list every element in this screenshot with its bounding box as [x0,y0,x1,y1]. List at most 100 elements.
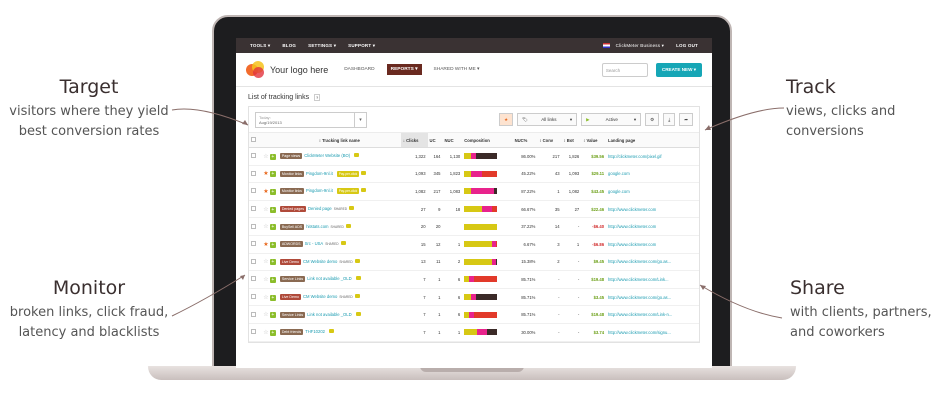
row-checkbox[interactable] [251,329,256,335]
comment-icon[interactable] [361,188,367,193]
link-name[interactable]: hitstats.com [306,223,329,229]
row-check-cell[interactable] [249,305,262,324]
tab-dashboard[interactable]: DASHBOARD [344,67,375,72]
col-name[interactable]: ↕ Tracking link name [277,133,401,148]
group-tag[interactable]: Monitor links [279,170,304,177]
landing-page-link[interactable]: http://www.clickmeter.com/signu... [606,323,699,342]
table-row[interactable]: ★ + Monitor links Pingdom-9nl.it Pay-per-cl… [249,182,699,201]
link-name[interactable]: Pingdom-9nl.it [305,188,333,194]
col-landing[interactable]: Landing page [606,133,699,148]
plus-icon[interactable]: + [269,171,276,178]
table-row[interactable]: ☆ + Page views ClickMeter Website (BO) 1,32… [249,147,699,166]
row-fav-cell[interactable]: ☆ + [261,270,278,289]
landing-page-link[interactable]: google.com [606,165,699,184]
col-value[interactable]: ↕ Value [581,133,607,148]
row-checkbox[interactable] [251,206,256,212]
landing-page-link[interactable]: google.com [606,182,699,201]
row-check-cell[interactable] [249,235,262,254]
link-name[interactable]: Pingdom-9nl.it [305,170,333,176]
row-check-cell[interactable] [249,288,262,307]
star-icon[interactable]: ☆ [263,259,269,266]
account-menu[interactable]: ClickMeter Business ▾ [615,42,665,48]
row-check-cell[interactable] [249,200,262,219]
group-tag[interactable]: Debt friends [279,329,304,336]
group-tag[interactable]: Service Links [279,311,306,318]
table-row[interactable]: ★ + Monitor links Pingdom-9nl.it Pay-per-cl… [249,165,699,184]
table-row[interactable]: ☆ + Debt friends THF10202 7 1 1 30.00% - - $3.74 h… [249,323,699,342]
comment-icon[interactable] [361,170,367,175]
row-fav-cell[interactable]: ☆ + [261,323,278,342]
star-icon[interactable]: ☆ [263,312,269,319]
tab-shared-with-me[interactable]: SHARED WITH ME ▾ [433,67,480,72]
link-name[interactable]: Link not available _OLD [307,276,352,282]
row-checkbox[interactable] [251,294,256,300]
favorites-filter-button[interactable]: ★ [499,113,514,126]
star-icon[interactable]: ☆ [263,153,269,160]
comment-icon[interactable] [354,153,360,158]
col-bot[interactable]: ↕ Bot [561,133,582,148]
nav-settings[interactable]: SETTINGS ▾ [308,42,337,48]
plus-icon[interactable]: + [269,206,276,213]
plus-icon[interactable]: + [269,188,276,195]
col-check[interactable] [249,133,262,148]
landing-page-link[interactable]: http://www.clickmeter.com/Link-n... [606,305,699,324]
plus-icon[interactable]: + [269,276,276,283]
landing-page-link[interactable]: http://www.clickmeter.com/go.as... [606,253,699,272]
comment-icon[interactable] [355,311,361,316]
nav-support[interactable]: SUPPORT ▾ [348,42,376,48]
create-new-button[interactable]: CREATE NEW ▾ [655,62,702,77]
row-checkbox[interactable] [251,241,256,247]
group-tag[interactable]: Live Demo [279,258,301,265]
landing-page-link[interactable]: http://www.clickmeter.com [606,235,699,254]
row-fav-cell[interactable]: ☆ + [261,200,278,219]
filter-links-select[interactable]: 🏷 All links ▾ [517,113,578,126]
row-check-cell[interactable] [249,217,262,236]
table-row[interactable]: ★ + ADWORDS Src - USA SHARED 15 12 1 6.67% 3 1 -$6… [249,235,699,254]
row-checkbox[interactable] [251,258,256,264]
comment-icon[interactable] [340,241,346,246]
star-icon[interactable]: ★ [263,241,269,248]
col-nuc-pct[interactable]: NUC% [512,133,538,148]
row-check-cell[interactable] [249,270,262,289]
plus-icon[interactable]: + [269,312,276,319]
row-fav-cell[interactable]: ★ + [261,182,278,201]
group-tag[interactable]: Monitor links [279,188,304,195]
date-picker[interactable]: Today: Aug/19/2013 ▾ [255,111,367,128]
row-checkbox[interactable] [251,276,256,282]
plus-icon[interactable]: + [269,294,276,301]
star-icon[interactable]: ☆ [263,206,269,213]
landing-page-link[interactable]: http://www.clickmeter.com [606,217,699,236]
link-name[interactable]: THF10202 [305,329,325,335]
comment-icon[interactable] [345,223,351,228]
nav-blog[interactable]: BLOG [282,43,297,48]
group-tag[interactable]: BuySell ADS [279,223,305,230]
filter-status-select[interactable]: ▶ Active ▾ [581,113,642,126]
col-conv[interactable]: ↕ Conv [537,133,562,148]
download-button[interactable]: ⤓ [663,113,676,126]
landing-page-link[interactable]: http://www.clickmeter.com/Link... [606,270,699,289]
row-checkbox[interactable] [251,188,256,194]
col-nuc[interactable]: NUC [442,133,463,148]
comment-icon[interactable] [349,206,355,211]
star-icon[interactable]: ☆ [263,276,269,283]
row-checkbox[interactable] [251,223,256,229]
col-composition[interactable]: Composition [462,133,513,148]
table-row[interactable]: ☆ + Denied pages Denied page SHARED 27 9 18 66.… [249,200,699,219]
help-icon[interactable]: ? [314,94,321,101]
col-clicks[interactable]: ↓ Clicks [400,133,428,148]
star-icon[interactable]: ★ [263,188,269,195]
row-fav-cell[interactable]: ☆ + [261,253,278,272]
row-fav-cell[interactable]: ☆ + [261,217,278,236]
table-row[interactable]: ☆ + Live Demo CM Website demo SHARED 13 11 2 15… [249,253,699,272]
star-icon[interactable]: ☆ [263,294,269,301]
table-row[interactable]: ☆ + Live Demo CM Website demo SHARED 7 1 6 85.7… [249,288,699,307]
comment-icon[interactable] [329,329,334,334]
plus-icon[interactable]: + [269,259,276,266]
row-fav-cell[interactable]: ☆ + [261,147,278,166]
select-all-checkbox[interactable] [251,137,256,142]
row-fav-cell[interactable]: ☆ + [261,305,278,324]
row-fav-cell[interactable]: ★ + [261,235,278,254]
star-icon[interactable]: ☆ [263,224,269,231]
group-tag[interactable]: Denied pages [279,206,306,213]
row-checkbox[interactable] [251,170,256,176]
